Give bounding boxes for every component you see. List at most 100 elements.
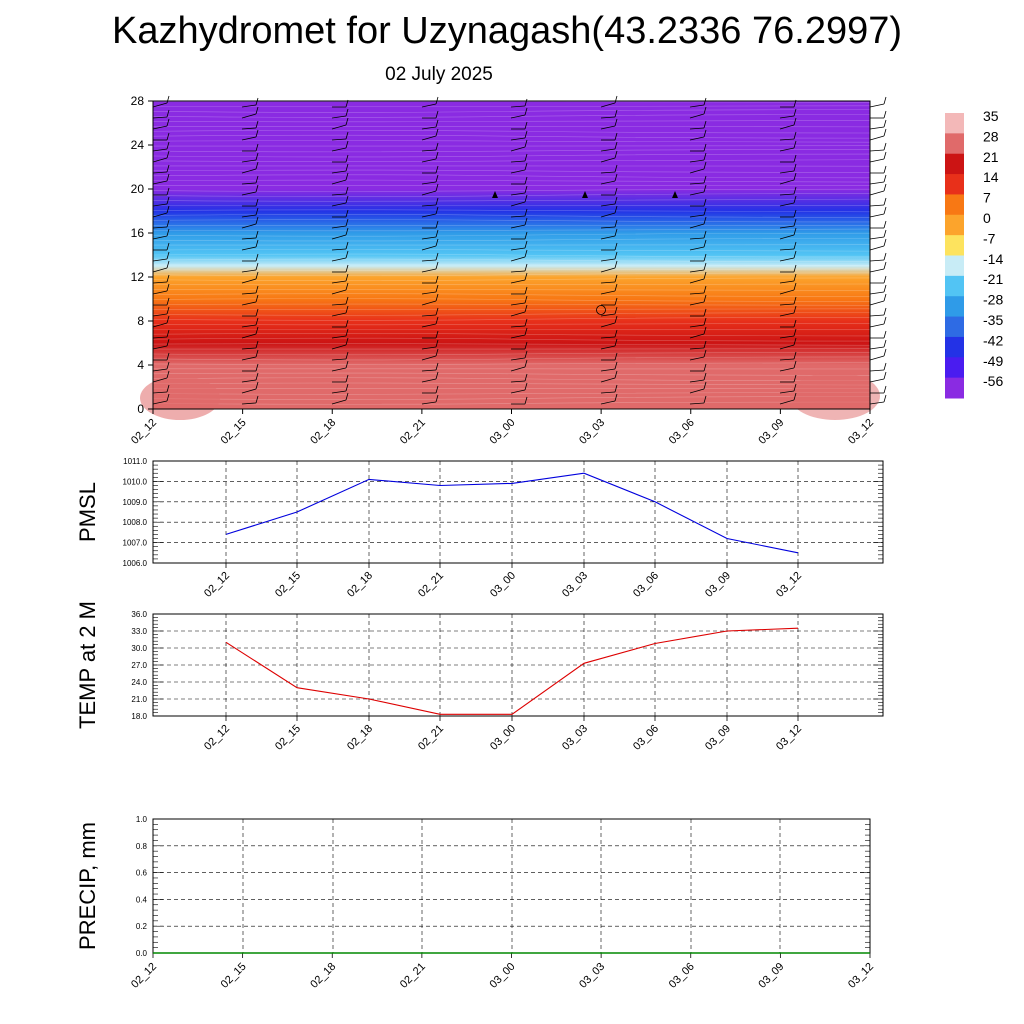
wind-barb [331, 303, 347, 306]
colorbar-swatch [945, 255, 964, 277]
wind-barb [869, 268, 885, 273]
y-tick-label: 1008.0 [123, 518, 148, 527]
wind-barb [869, 135, 885, 141]
wind-barb-flag [345, 186, 349, 195]
contour-line [152, 277, 871, 281]
wind-barb [421, 236, 437, 240]
contour-line [152, 134, 871, 139]
wind-barb-flag [614, 283, 618, 292]
wind-barb [689, 246, 705, 251]
wind-barb [331, 193, 347, 196]
wind-barb-flag [255, 381, 259, 390]
wind-barb [241, 356, 257, 361]
wind-barb-flag [793, 273, 797, 282]
wind-barb-flag [614, 141, 618, 150]
wind-barb-flag [166, 370, 170, 379]
warm-pocket [140, 376, 220, 420]
y-axis-label: PRECIP, mm [75, 822, 100, 950]
wind-barb [241, 136, 257, 141]
contour-line [152, 188, 871, 192]
wind-barb [779, 138, 795, 141]
wind-barb [331, 202, 347, 207]
y-tick-label: 28 [131, 94, 145, 108]
wind-barb [152, 336, 168, 339]
wind-barb-flag [793, 154, 797, 163]
y-tick-label: 0.2 [136, 922, 148, 931]
wind-barb-flag [614, 173, 618, 182]
wind-barb [241, 292, 257, 295]
wind-barb-flag [614, 118, 618, 127]
contour-line [152, 352, 871, 356]
wind-barb [241, 191, 257, 196]
wind-barb [600, 368, 616, 372]
contour-line [152, 153, 871, 158]
wind-barb [689, 223, 705, 229]
wind-barb [869, 401, 885, 405]
wind-pennant [582, 191, 588, 198]
wind-barb-flag [524, 231, 528, 240]
wind-barb [331, 344, 347, 350]
wind-barb-flag [524, 249, 528, 258]
wind-barb-flag [524, 359, 528, 368]
wind-barb-flag [166, 228, 170, 237]
wind-barb-flag [255, 120, 259, 129]
y-tick-label: 12 [131, 270, 145, 284]
wind-barb [600, 116, 616, 119]
contour-line [152, 396, 871, 400]
contour-line [152, 140, 871, 143]
wind-barb [869, 245, 885, 251]
wind-barb-flag [793, 186, 797, 195]
wind-barb-flag [883, 197, 887, 206]
colorbar-swatch [945, 235, 964, 256]
colorbar-swatch [945, 316, 964, 338]
colorbar-label: -56 [983, 373, 1003, 389]
wind-barb [600, 157, 616, 163]
wind-barb [331, 367, 347, 372]
wind-barb [600, 267, 616, 273]
contour-line [152, 149, 871, 153]
wind-barb-flag [703, 143, 707, 152]
wind-barb [869, 204, 885, 207]
wind-barb [869, 213, 885, 218]
wind-barb-flag [883, 206, 887, 215]
wind-barb [152, 313, 168, 317]
wind-barb [689, 104, 705, 108]
x-tick-label: 03_06 [667, 417, 697, 447]
wind-barb [421, 245, 437, 251]
wind-barb [152, 212, 168, 218]
wind-barb-flag [435, 348, 439, 357]
x-tick-label: 03_12 [846, 417, 876, 447]
wind-barb-flag [345, 108, 349, 117]
wind-barb [152, 148, 168, 152]
contour-line [152, 238, 871, 242]
wind-barb [510, 270, 526, 273]
contour-line [152, 232, 871, 237]
wind-barb-flag [614, 306, 618, 315]
wind-barb-flag [524, 139, 528, 148]
wind-barb [241, 113, 257, 119]
contour-line [152, 174, 871, 179]
wind-barb-flag [614, 352, 618, 361]
wind-barb [689, 292, 705, 295]
wind-barb-flag [435, 165, 439, 174]
wind-barb-flag [524, 373, 528, 382]
contour-line [152, 337, 871, 342]
colorbar-label: 7 [983, 190, 991, 206]
wind-barb-flag [883, 339, 887, 348]
wind-barb [600, 377, 616, 383]
wind-barb-flag [703, 207, 707, 216]
x-tick-label: 02_18 [308, 417, 338, 447]
wind-barb-flag [793, 264, 797, 273]
wind-barb-flag [883, 110, 887, 119]
contour-line [152, 253, 871, 258]
contour-line [152, 120, 871, 123]
wind-barb-flag [614, 251, 618, 260]
wind-barb [689, 356, 705, 361]
wind-barb-flag [883, 220, 887, 229]
wind-barb [689, 333, 705, 339]
wind-barb [331, 248, 347, 251]
wind-barb-flag [255, 239, 259, 248]
wind-barb-flag [793, 383, 797, 392]
warm-pocket [790, 372, 880, 420]
